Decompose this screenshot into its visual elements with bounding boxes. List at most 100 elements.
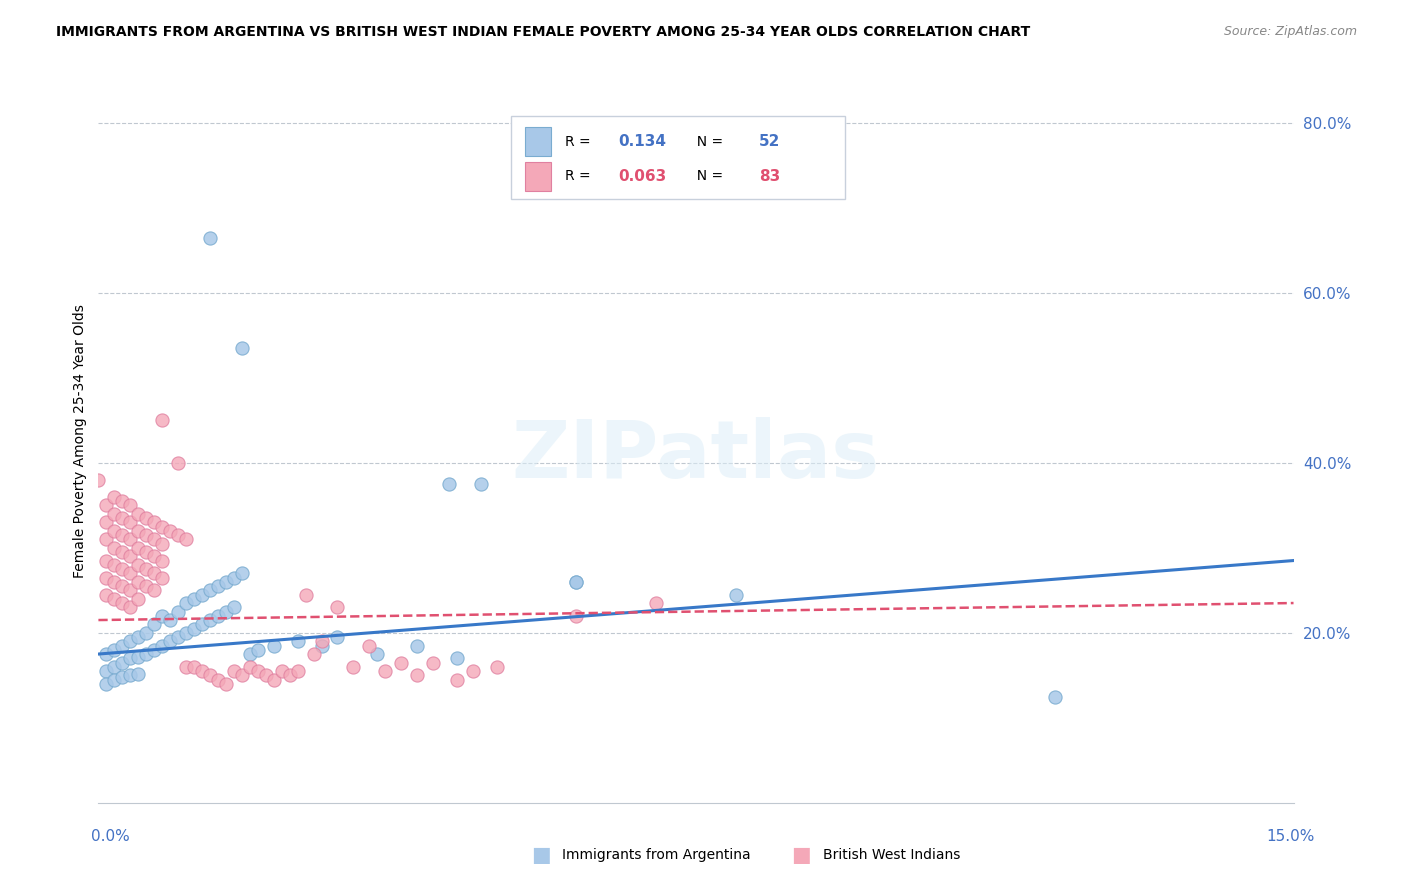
Point <box>207 579 229 593</box>
Point <box>120 668 142 682</box>
Point <box>270 664 292 678</box>
Point <box>159 524 181 538</box>
Point <box>342 660 364 674</box>
Y-axis label: Female Poverty Among 25-34 Year Olds: Female Poverty Among 25-34 Year Olds <box>73 304 87 579</box>
Point <box>198 668 221 682</box>
Text: ZIPatlas: ZIPatlas <box>512 417 880 495</box>
Point <box>103 642 125 657</box>
Text: R =: R = <box>565 135 595 149</box>
Point <box>150 536 173 550</box>
Point <box>174 533 197 547</box>
Point <box>294 588 316 602</box>
Point <box>239 660 262 674</box>
Point <box>111 596 134 610</box>
Point <box>326 600 349 615</box>
Point <box>103 490 125 504</box>
Point <box>724 588 747 602</box>
Point <box>231 341 253 355</box>
Point <box>565 574 588 589</box>
Point <box>167 630 190 644</box>
Point <box>111 670 134 684</box>
Point <box>111 494 134 508</box>
Point <box>96 553 118 567</box>
Point <box>278 668 301 682</box>
Point <box>239 647 262 661</box>
Point <box>143 566 166 581</box>
Point <box>246 642 269 657</box>
Point <box>359 639 381 653</box>
Point <box>103 541 125 555</box>
Point <box>167 528 190 542</box>
Point <box>222 664 245 678</box>
Point <box>127 524 149 538</box>
Point <box>135 579 157 593</box>
Point <box>111 579 134 593</box>
Point <box>120 600 142 615</box>
Point <box>302 647 325 661</box>
Point <box>222 600 245 615</box>
Text: Source: ZipAtlas.com: Source: ZipAtlas.com <box>1223 25 1357 38</box>
Point <box>1043 690 1066 704</box>
Point <box>406 668 429 682</box>
Point <box>374 664 396 678</box>
Point <box>167 456 190 470</box>
Point <box>143 516 166 530</box>
Point <box>111 639 134 653</box>
Point <box>150 519 173 533</box>
Point <box>111 528 134 542</box>
Point <box>645 596 668 610</box>
Point <box>231 566 253 581</box>
Point <box>127 630 149 644</box>
Point <box>389 656 412 670</box>
Point <box>191 588 214 602</box>
Point <box>215 677 238 691</box>
Point <box>135 647 157 661</box>
Point <box>120 533 142 547</box>
Point <box>215 574 238 589</box>
Point <box>207 608 229 623</box>
Text: N =: N = <box>688 135 727 149</box>
Point <box>222 570 245 584</box>
Point <box>366 647 388 661</box>
Point <box>120 583 142 598</box>
Point <box>198 613 221 627</box>
Point <box>135 545 157 559</box>
Point <box>422 656 444 670</box>
Point <box>127 558 149 572</box>
Point <box>96 533 118 547</box>
Point <box>231 668 253 682</box>
Point <box>437 477 460 491</box>
Point <box>96 498 118 512</box>
Point <box>111 562 134 576</box>
Point <box>191 617 214 632</box>
Point <box>565 574 588 589</box>
Point <box>127 507 149 521</box>
FancyBboxPatch shape <box>510 117 845 200</box>
Point <box>207 673 229 687</box>
Text: British West Indians: British West Indians <box>823 847 960 862</box>
Point <box>263 673 285 687</box>
Point <box>174 660 197 674</box>
Point <box>143 617 166 632</box>
Text: 0.134: 0.134 <box>619 134 666 149</box>
Point <box>287 664 309 678</box>
Point <box>96 647 118 661</box>
Point <box>103 507 125 521</box>
Text: 0.0%: 0.0% <box>91 830 131 844</box>
Text: R =: R = <box>565 169 595 184</box>
Point <box>143 583 166 598</box>
Text: 15.0%: 15.0% <box>1267 830 1315 844</box>
Text: 0.063: 0.063 <box>619 169 666 184</box>
Point <box>150 639 173 653</box>
Point <box>103 591 125 606</box>
Point <box>135 528 157 542</box>
Text: 83: 83 <box>759 169 780 184</box>
Point <box>127 574 149 589</box>
Point <box>183 591 205 606</box>
Point <box>111 545 134 559</box>
Point <box>127 649 149 664</box>
Point <box>96 516 118 530</box>
Point <box>485 660 508 674</box>
Bar <box>524 162 551 191</box>
Text: N =: N = <box>688 169 727 184</box>
